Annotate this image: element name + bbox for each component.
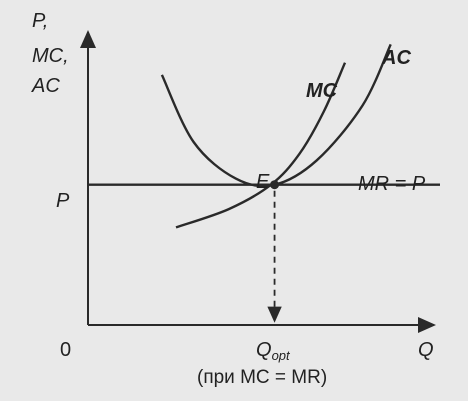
- mr-p-label: MR = P: [358, 173, 426, 195]
- qopt-main: Q: [256, 339, 272, 361]
- equilibrium-label: E: [256, 171, 270, 193]
- y-axis-label-line-2: MC,: [32, 45, 69, 67]
- y-axis-label-line-3: AC: [31, 75, 60, 97]
- qopt-label: Qopt: [256, 339, 291, 363]
- ac-curve: [160, 43, 392, 188]
- mc-curve: [175, 62, 347, 229]
- mc-curve-label: MC: [306, 80, 338, 102]
- qopt-subscript: opt: [272, 348, 291, 363]
- y-axis-label-line-1: P,: [32, 10, 48, 32]
- price-tick-label: P: [56, 190, 70, 212]
- origin-label: 0: [60, 339, 71, 361]
- curves-group: [88, 43, 440, 229]
- ac-curve-label: AC: [381, 47, 411, 69]
- equilibrium-point: [270, 180, 280, 190]
- qopt-note: (при MC = MR): [197, 367, 327, 388]
- x-axis-label: Q: [418, 339, 434, 361]
